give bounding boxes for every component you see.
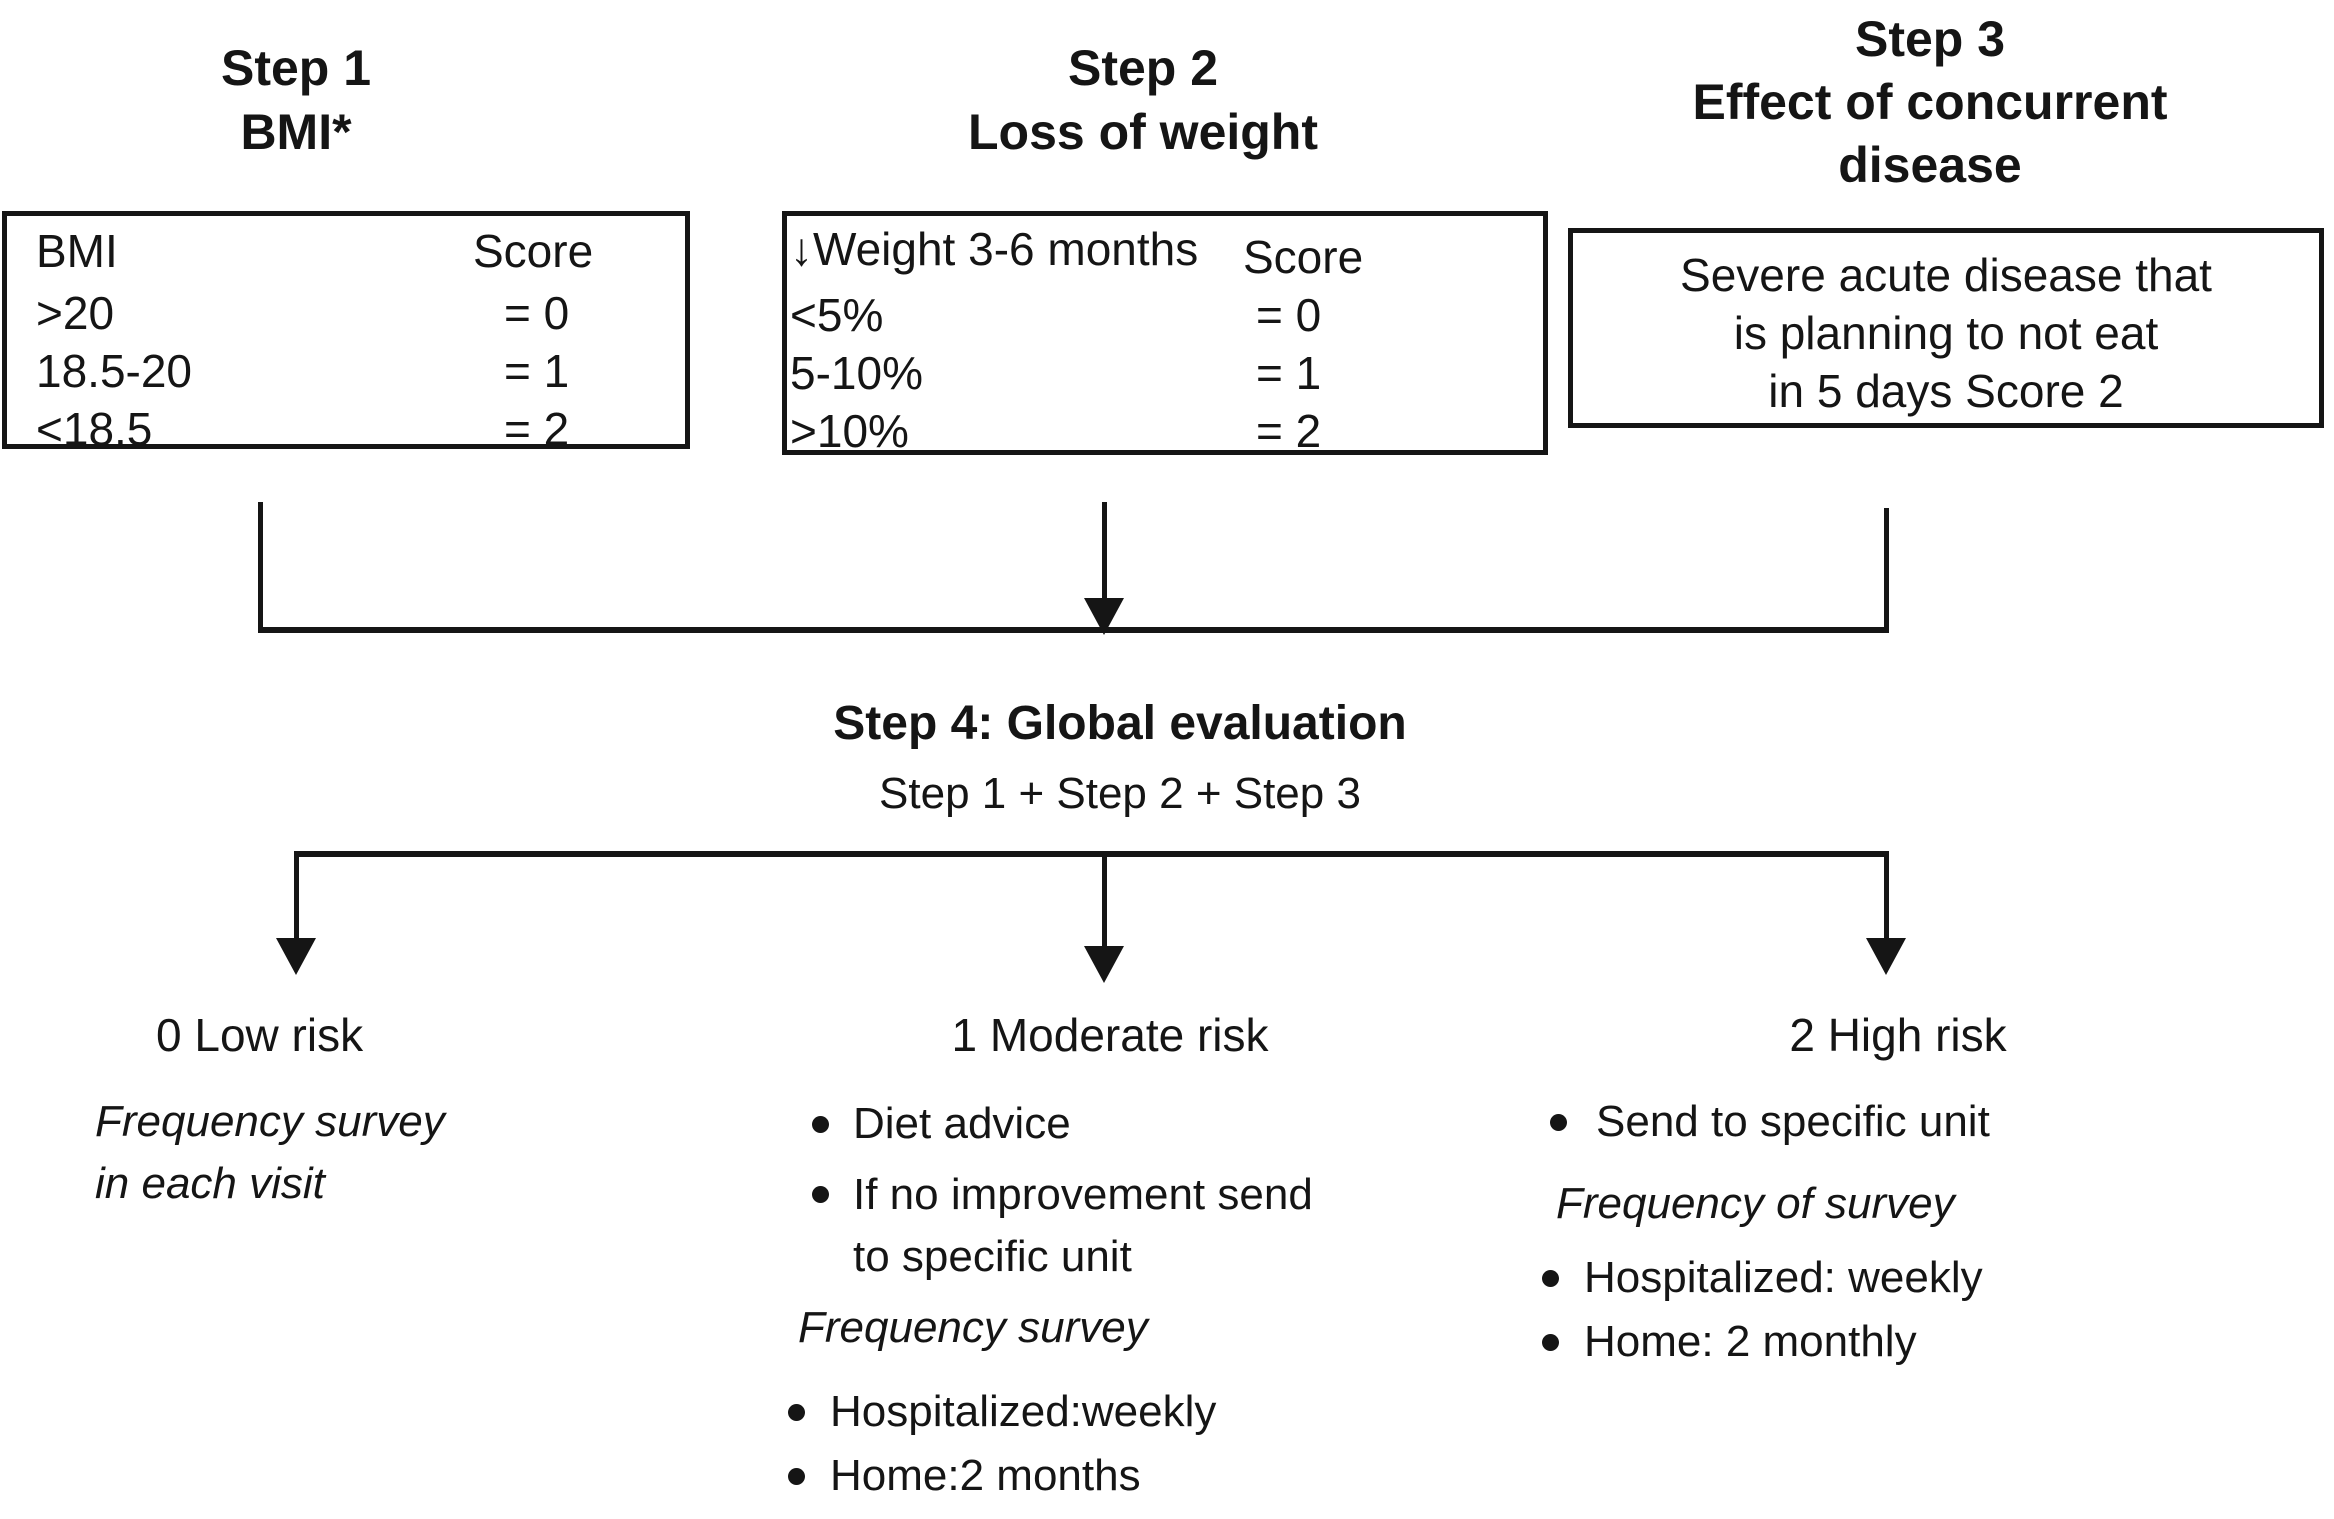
step1-row-score: = 0 xyxy=(504,287,570,339)
step2-row-label: <5% xyxy=(790,289,884,341)
step1-title-line2: BMI* xyxy=(240,104,352,160)
step1-row-label: 18.5-20 xyxy=(36,345,193,397)
step2-connector-line xyxy=(1102,502,1107,602)
step1-row-label: >20 xyxy=(36,287,115,339)
step1-title-line1: Step 1 xyxy=(220,40,372,96)
step2-row-score: = 2 xyxy=(1256,405,1322,457)
high-risk-arrowhead-down-icon xyxy=(1866,938,1906,975)
high-bullet-send-unit: Send to specific unit xyxy=(1596,1097,1990,1146)
low-risk-branch-line xyxy=(294,851,299,941)
step1-title: Step 1 BMI* xyxy=(46,36,546,164)
bullet-icon xyxy=(1542,1334,1559,1351)
step3-disease-box xyxy=(1568,228,2324,428)
step1-connector-line xyxy=(258,502,263,632)
step3-title-line1: Step 3 xyxy=(1854,11,2006,67)
bullet-icon xyxy=(788,1404,805,1421)
bullet-icon xyxy=(812,1116,829,1133)
step2-col-header-weight: ↓Weight 3-6 months xyxy=(790,223,1199,275)
moderate-risk-label: 1 Moderate risk xyxy=(951,1009,1269,1061)
low-risk-label: 0 Low risk xyxy=(156,1009,364,1061)
step3-title-line3: disease xyxy=(1838,137,2022,193)
step3-box-line3: in 5 days Score 2 xyxy=(1768,365,2124,417)
high-bullet-hospitalized: Hospitalized: weekly xyxy=(1584,1253,1983,1302)
high-risk-branch-line xyxy=(1884,851,1889,941)
step2-score-box xyxy=(782,211,1548,455)
step1-col-header-score: Score xyxy=(473,225,594,277)
moderate-bullet-home: Home:2 months xyxy=(830,1451,1141,1500)
step2-title: Step 2 Loss of weight xyxy=(893,36,1393,164)
step2-row-label: 5-10% xyxy=(790,347,923,399)
bullet-icon xyxy=(788,1468,805,1485)
moderate-risk-arrowhead-down-icon xyxy=(1084,946,1124,983)
step3-title: Step 3 Effect of concurrent disease xyxy=(1670,8,2190,197)
bullet-icon xyxy=(1542,1270,1559,1287)
high-bullet-home: Home: 2 monthly xyxy=(1584,1317,1917,1366)
high-frequency-note: Frequency of survey xyxy=(1556,1179,1955,1228)
step3-connector-line xyxy=(1884,508,1889,632)
step4-formula: Step 1 + Step 2 + Step 3 xyxy=(879,769,1361,818)
step2-title-line1: Step 2 xyxy=(1067,40,1219,96)
moderate-bullet-diet-advice: Diet advice xyxy=(853,1099,1071,1148)
step1-col-header-bmi: BMI xyxy=(36,225,118,277)
step2-row-score: = 0 xyxy=(1256,289,1322,341)
merge-horizontal-line xyxy=(258,627,1889,633)
moderate-bullet-hospitalized: Hospitalized:weekly xyxy=(830,1387,1217,1436)
step1-row-score: = 2 xyxy=(504,403,570,455)
low-risk-note-line2: in each visit xyxy=(95,1159,325,1208)
branch-horizontal-line xyxy=(296,851,1889,857)
step1-row-score: = 1 xyxy=(504,345,570,397)
moderate-frequency-note: Frequency survey xyxy=(798,1303,1148,1352)
step2-row-label: >10% xyxy=(790,405,909,457)
bullet-icon xyxy=(1550,1114,1567,1131)
low-risk-note-line1: Frequency survey xyxy=(95,1097,445,1146)
step3-box-line2: is planning to not eat xyxy=(1733,307,2159,359)
step1-score-box xyxy=(2,211,690,449)
moderate-risk-branch-line xyxy=(1102,851,1107,949)
low-risk-arrowhead-down-icon xyxy=(276,938,316,975)
high-risk-label: 2 High risk xyxy=(1789,1009,2007,1061)
step3-title-line2: Effect of concurrent xyxy=(1692,74,2168,130)
step2-title-line2: Loss of weight xyxy=(968,104,1318,160)
bullet-icon xyxy=(812,1186,829,1203)
step2-row-score: = 1 xyxy=(1256,347,1322,399)
moderate-bullet-no-improvement: If no improvement send to specific unit xyxy=(853,1170,1313,1281)
step4-title: Step 4: Global evaluation xyxy=(833,697,1407,750)
step1-row-label: <18.5 xyxy=(36,403,153,455)
step3-box-line1: Severe acute disease that xyxy=(1680,249,2212,301)
step2-col-header-score: Score xyxy=(1243,231,1364,283)
